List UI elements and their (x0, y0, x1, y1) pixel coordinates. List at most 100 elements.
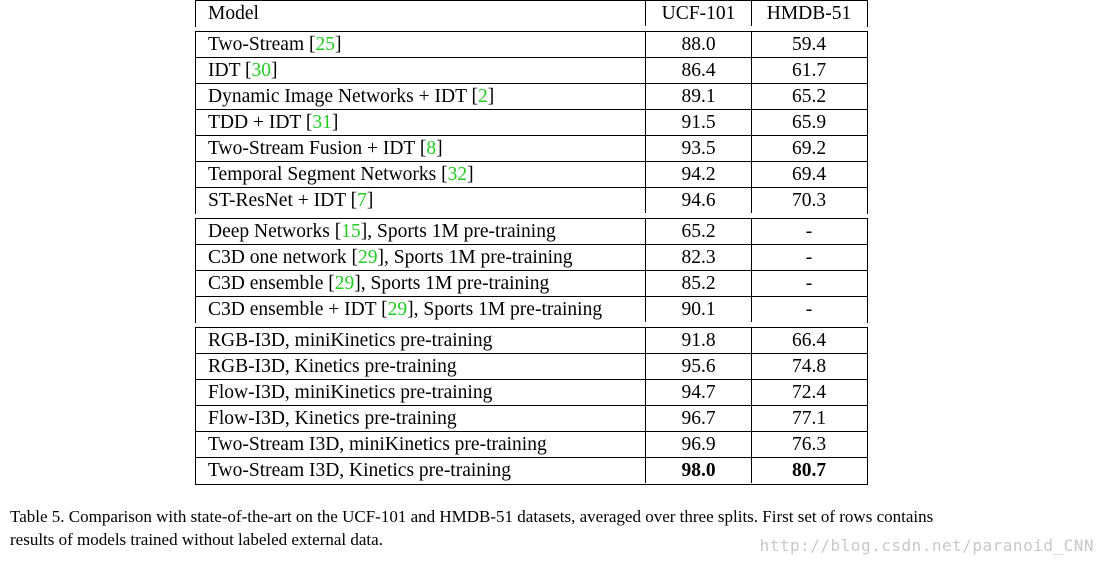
ucf101-score: 95.6 (646, 354, 752, 379)
model-name: C3D ensemble + IDT (208, 299, 382, 320)
table-row: IDT [30] 86.4 61.7 (196, 58, 867, 84)
model-cell: Two-Stream I3D, Kinetics pre-training (196, 458, 646, 483)
ucf101-score: 91.5 (646, 110, 752, 135)
model-cell: Flow-I3D, Kinetics pre-training (196, 406, 646, 431)
table-row: Deep Networks [15], Sports 1M pre-traini… (196, 219, 867, 245)
model-name: Two-Stream I3D, miniKinetics pre-trainin… (208, 434, 547, 455)
ucf101-score: 96.9 (646, 432, 752, 457)
model-cell: Two-Stream I3D, miniKinetics pre-trainin… (196, 432, 646, 457)
hmdb51-score: - (805, 273, 813, 294)
citation-bracket-close: ] (354, 273, 361, 294)
model-name: Flow-I3D, Kinetics pre-training (208, 408, 457, 429)
model-suffix: , Sports 1M pre-training (413, 299, 603, 320)
model-cell: C3D ensemble [29], Sports 1M pre-trainin… (196, 271, 646, 296)
model-name: Flow-I3D, miniKinetics pre-training (208, 382, 493, 403)
hmdb51-score: 70.3 (791, 190, 827, 211)
ucf101-score: 96.7 (646, 406, 752, 431)
hmdb51-score: 76.3 (791, 434, 827, 455)
table-row: C3D ensemble [29], Sports 1M pre-trainin… (196, 271, 867, 297)
citation-bracket-open: [ (309, 34, 316, 55)
table-row: RGB-I3D, Kinetics pre-training 95.6 74.8 (196, 354, 867, 380)
hmdb51-score: 69.4 (791, 164, 827, 185)
citation-link[interactable]: 2 (478, 86, 488, 107)
ucf101-score: 91.8 (646, 328, 752, 353)
citation-link[interactable]: 7 (357, 190, 367, 211)
table-header-row: Model UCF-101 HMDB-51 (196, 1, 867, 27)
citation-bracket-open: [ (471, 86, 479, 107)
model-name: IDT (208, 60, 246, 81)
citation-link[interactable]: 29 (387, 299, 408, 320)
citation-bracket-open: [ (328, 273, 335, 294)
model-cell: IDT [30] (196, 58, 646, 83)
model-name: RGB-I3D, Kinetics pre-training (208, 356, 457, 377)
table-row: C3D one network [29], Sports 1M pre-trai… (196, 245, 867, 271)
citation-bracket-close: ] (366, 190, 374, 211)
hmdb51-score: 72.4 (791, 382, 827, 403)
model-cell: Deep Networks [15], Sports 1M pre-traini… (196, 219, 646, 244)
model-name: Two-Stream (208, 34, 309, 55)
table-row: RGB-I3D, miniKinetics pre-training 91.8 66… (196, 328, 867, 354)
table-row: C3D ensemble + IDT [29], Sports 1M pre-t… (196, 297, 867, 323)
citation-bracket-open: [ (245, 60, 252, 81)
model-cell: Two-Stream Fusion + IDT [8] (196, 136, 646, 161)
header-ucf101: UCF-101 (646, 1, 752, 26)
ucf101-score: 94.7 (646, 380, 752, 405)
caption-line-1: Table 5. Comparison with state-of-the-ar… (10, 507, 934, 526)
citation-bracket-open: [ (350, 190, 358, 211)
model-name: Two-Stream Fusion + IDT (208, 138, 420, 159)
citation-link[interactable]: 29 (334, 273, 355, 294)
model-cell: Two-Stream [25] (196, 32, 646, 57)
model-cell: Flow-I3D, miniKinetics pre-training (196, 380, 646, 405)
model-cell: C3D one network [29], Sports 1M pre-trai… (196, 245, 646, 270)
citation-bracket-close: ] (436, 138, 443, 159)
table-section-1: Two-Stream [25] 88.0 59.4 IDT [30] 86.4 61.7 D… (195, 31, 868, 214)
ucf101-score: 88.0 (646, 32, 752, 57)
citation-link[interactable]: 25 (315, 34, 336, 55)
table-row: ST-ResNet + IDT [7] 94.6 70.3 (196, 188, 867, 214)
citation-link[interactable]: 29 (358, 247, 378, 268)
hmdb51-score: 74.8 (791, 356, 827, 377)
ucf101-score: 90.1 (646, 297, 752, 322)
model-cell: Dynamic Image Networks + IDT [2] (196, 84, 646, 109)
hmdb51-score: 77.1 (791, 408, 827, 429)
watermark: http://blog.csdn.net/paranoid_CNN (759, 536, 1094, 555)
model-cell: C3D ensemble + IDT [29], Sports 1M pre-t… (196, 297, 646, 322)
ucf101-score: 85.2 (646, 271, 752, 296)
hmdb51-score: 80.7 (791, 460, 827, 481)
ucf101-score: 86.4 (646, 58, 752, 83)
citation-link[interactable]: 32 (447, 164, 468, 185)
table-row: Flow-I3D, miniKinetics pre-training 94.7 7… (196, 380, 867, 406)
hmdb51-score: 61.7 (791, 60, 827, 81)
header-hmdb51: HMDB-51 (766, 3, 852, 24)
table-row: Flow-I3D, Kinetics pre-training 96.7 77.1 (196, 406, 867, 432)
citation-link[interactable]: 15 (341, 221, 361, 242)
citation-link[interactable]: 8 (426, 138, 437, 159)
citation-bracket-close: ] (335, 34, 342, 55)
citation-bracket-close: ] (271, 60, 278, 81)
citation-link[interactable]: 30 (251, 60, 272, 81)
table-section-2: Deep Networks [15], Sports 1M pre-traini… (195, 218, 868, 323)
caption-line-2: results of models trained without labele… (10, 530, 383, 549)
model-cell: TDD + IDT [31] (196, 110, 646, 135)
hmdb51-score: 69.2 (791, 138, 827, 159)
table-header-section: Model UCF-101 HMDB-51 (195, 0, 868, 27)
model-name: C3D ensemble (208, 273, 329, 294)
model-name: RGB-I3D, miniKinetics pre-training (208, 330, 493, 351)
hmdb51-score: 59.4 (791, 34, 827, 55)
ucf101-score: 93.5 (646, 136, 752, 161)
hmdb51-score: - (805, 221, 813, 242)
citation-bracket-close: ] (377, 247, 385, 268)
hmdb51-score: 65.9 (791, 112, 827, 133)
table-row: TDD + IDT [31] 91.5 65.9 (196, 110, 867, 136)
model-name: Dynamic Image Networks + IDT (208, 86, 472, 107)
citation-bracket-close: ] (360, 221, 368, 242)
table-row: Two-Stream I3D, Kinetics pre-training 98.… (196, 458, 867, 484)
hmdb51-score: - (805, 299, 813, 320)
header-model: Model (196, 1, 646, 26)
citation-link[interactable]: 31 (312, 112, 332, 133)
table-caption: Table 5. Comparison with state-of-the-ar… (10, 505, 1100, 551)
table-row: Two-Stream I3D, miniKinetics pre-trainin… (196, 432, 867, 458)
ucf101-score: 94.2 (646, 162, 752, 187)
table-row: Two-Stream [25] 88.0 59.4 (196, 32, 867, 58)
citation-bracket-close: ] (467, 164, 474, 185)
